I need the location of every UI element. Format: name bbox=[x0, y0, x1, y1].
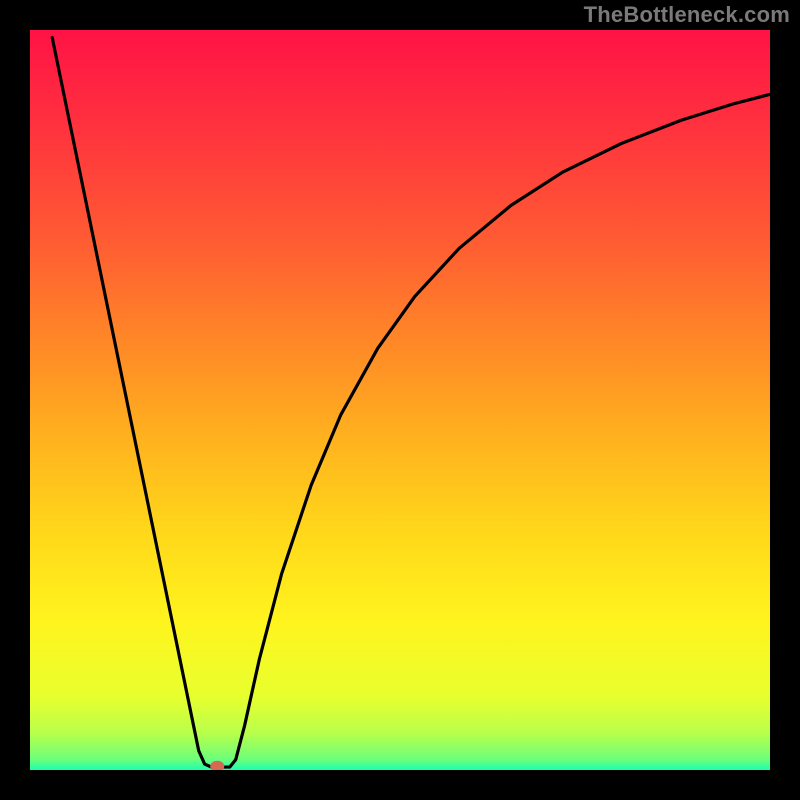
curve-path bbox=[52, 37, 770, 767]
bottleneck-curve bbox=[30, 30, 770, 770]
chart-frame: TheBottleneck.com bbox=[0, 0, 800, 800]
watermark-text: TheBottleneck.com bbox=[584, 2, 790, 28]
optimum-marker bbox=[210, 761, 224, 770]
plot-area bbox=[30, 30, 770, 770]
